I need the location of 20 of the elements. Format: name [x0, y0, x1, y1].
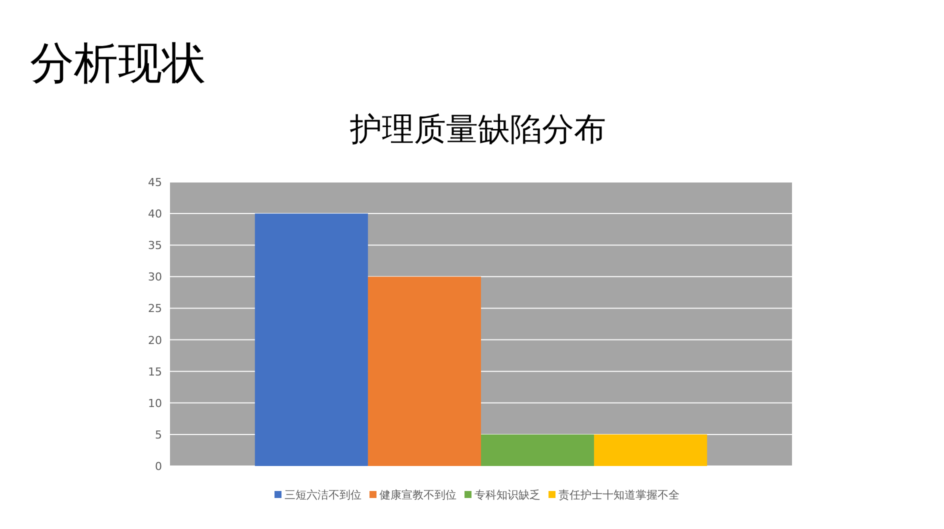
- y-tick-label: 5: [155, 428, 162, 442]
- y-tick-label: 0: [155, 460, 162, 473]
- y-tick-label: 10: [148, 396, 162, 410]
- legend-label: 责任护士十知道掌握不全: [558, 488, 680, 502]
- chart-title: 分析现状: [30, 38, 206, 89]
- y-tick-label: 45: [148, 176, 162, 189]
- legend-label: 三短六洁不到位: [284, 488, 362, 502]
- y-tick-label: 35: [148, 239, 162, 252]
- y-tick-label: 40: [148, 208, 162, 221]
- legend-label: 专科知识缺乏: [474, 488, 540, 502]
- bar: [594, 434, 708, 466]
- legend-label: 健康宣教不到位: [380, 488, 456, 502]
- y-tick-label: 20: [148, 334, 162, 347]
- y-tick-label: 25: [148, 302, 162, 316]
- bar: [368, 276, 481, 466]
- bar: [481, 434, 594, 466]
- chart-subtitle: 护理质量缺陷分布: [349, 110, 606, 148]
- y-tick-label: 30: [148, 270, 162, 284]
- bar: [254, 214, 368, 466]
- y-tick-label: 15: [148, 365, 162, 378]
